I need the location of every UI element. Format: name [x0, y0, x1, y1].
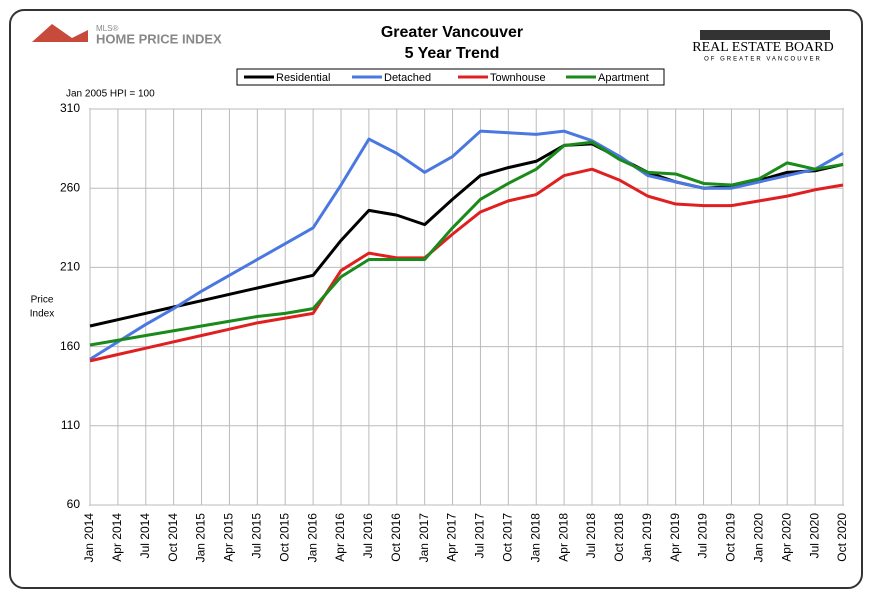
x-tick-label: Jan 2018 [528, 513, 542, 563]
y-tick-label: 210 [60, 260, 80, 274]
legend-label: Detached [384, 72, 431, 84]
chart-title: Greater Vancouver [381, 24, 523, 41]
x-tick-label: Oct 2014 [166, 513, 180, 562]
y-tick-label: 110 [61, 418, 80, 432]
x-tick-label: Apr 2015 [222, 513, 236, 562]
series-line [89, 140, 844, 347]
x-tick-label: Oct 2020 [835, 513, 849, 562]
x-tick-label: Jul 2014 [138, 513, 152, 559]
logo-text: OF GREATER VANCOUVER [704, 57, 822, 63]
x-tick-label: Apr 2020 [779, 513, 793, 562]
plot-area [89, 108, 844, 506]
x-tick-label: Apr 2016 [333, 513, 347, 562]
legend-label: Apartment [598, 72, 649, 84]
legend-label: Townhouse [490, 72, 546, 84]
x-tick-label: Oct 2019 [724, 513, 738, 562]
x-tick-label: Jul 2019 [696, 513, 710, 559]
y-tick-label: 310 [60, 101, 80, 115]
x-tick-label: Jan 2014 [82, 513, 96, 563]
x-tick-label: Jan 2017 [417, 513, 431, 563]
x-tick-label: Apr 2014 [110, 513, 124, 562]
x-tick-label: Apr 2019 [668, 513, 682, 562]
y-axis-label: Price [31, 295, 54, 306]
x-tick-label: Jan 2020 [752, 513, 766, 563]
chart-subtitle: 5 Year Trend [405, 45, 500, 62]
x-tick-label: Jul 2015 [250, 513, 264, 559]
x-tick-label: Apr 2017 [445, 513, 459, 562]
logo-skyline [700, 30, 830, 40]
x-tick-label: Jan 2016 [305, 513, 319, 563]
x-tick-label: Jul 2020 [807, 513, 821, 559]
x-tick-label: Oct 2015 [277, 513, 291, 562]
y-axis-label: Index [30, 309, 54, 320]
series-line [89, 129, 844, 361]
logo-text: REAL ESTATE BOARD [692, 40, 833, 55]
x-tick-label: Jul 2018 [584, 513, 598, 559]
annotation: Jan 2005 HPI = 100 [66, 89, 155, 100]
x-tick-label: Apr 2018 [556, 513, 570, 562]
logo-text: Home Price Index [96, 31, 222, 46]
y-tick-label: 60 [67, 497, 81, 511]
x-tick-label: Jan 2019 [640, 513, 654, 563]
x-tick-label: Jul 2017 [473, 513, 487, 559]
x-tick-label: Oct 2018 [612, 513, 626, 562]
y-tick-label: 160 [60, 339, 80, 353]
x-tick-label: Jul 2016 [361, 513, 375, 559]
legend [236, 68, 665, 86]
logo-icon [32, 24, 88, 42]
y-tick-label: 260 [60, 180, 80, 194]
x-tick-label: Oct 2016 [389, 513, 403, 562]
series-line [89, 167, 844, 363]
x-tick-label: Jan 2015 [194, 513, 208, 563]
x-tick-label: Oct 2017 [501, 513, 515, 562]
logo-text: MLS® [96, 24, 118, 33]
legend-label: Residential [276, 72, 330, 84]
